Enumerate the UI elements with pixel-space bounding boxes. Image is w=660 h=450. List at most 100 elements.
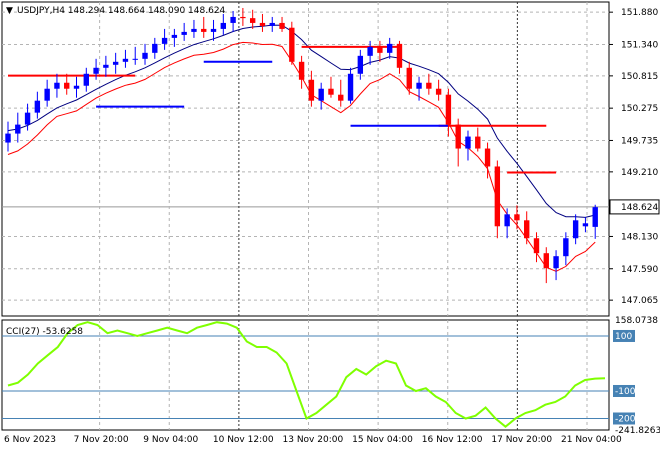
candle-body bbox=[122, 58, 129, 62]
price-axis: 151.880 151.340 150.815 150.275 149.735 149.2… bbox=[609, 8, 660, 306]
time-tick-label: 13 Nov 20:00 bbox=[283, 435, 344, 445]
candle-body bbox=[171, 34, 178, 38]
price-tick-label: 150.815 bbox=[621, 72, 658, 82]
candle-body bbox=[386, 43, 393, 53]
time-axis: 6 Nov 2023 7 Nov 20:00 9 Nov 04:00 10 Nov 1… bbox=[4, 435, 622, 445]
candle-body bbox=[553, 256, 559, 269]
candle-body bbox=[103, 64, 109, 68]
price-tick-label: 151.340 bbox=[621, 40, 658, 50]
candle-body bbox=[259, 22, 266, 26]
cci-level-badge bbox=[613, 412, 635, 425]
candle-body bbox=[347, 73, 354, 101]
time-tick-label: 16 Nov 12:00 bbox=[422, 435, 483, 445]
candle-body bbox=[308, 79, 315, 101]
candle-body bbox=[592, 207, 598, 227]
candle-body bbox=[465, 136, 471, 149]
time-tick-label: 15 Nov 04:00 bbox=[352, 435, 413, 445]
chart-title-arrow[interactable]: ▼ bbox=[6, 6, 13, 16]
price-tick-label: 149.735 bbox=[621, 136, 658, 146]
candle-body bbox=[475, 136, 481, 149]
price-panel[interactable] bbox=[1, 1, 610, 317]
cci-tick-label: 158.0738 bbox=[615, 316, 658, 326]
candle-body bbox=[582, 223, 589, 227]
candle-body bbox=[132, 58, 138, 60]
candle-body bbox=[181, 31, 187, 35]
current-price-box bbox=[609, 199, 660, 215]
time-tick-label: 7 Nov 20:00 bbox=[74, 435, 129, 445]
cci-panel[interactable] bbox=[1, 319, 610, 431]
candle-body bbox=[54, 82, 60, 89]
candle-body bbox=[445, 94, 452, 125]
candle-body bbox=[34, 100, 41, 113]
candle-body bbox=[533, 238, 540, 254]
candle-body bbox=[543, 253, 549, 269]
candle-body bbox=[524, 220, 530, 239]
indicator-label: CCI(27) -53.6258 bbox=[6, 327, 83, 337]
candle-body bbox=[484, 148, 491, 167]
cci-tick-label: -100 bbox=[615, 387, 636, 397]
price-tick-label: 151.880 bbox=[621, 8, 658, 18]
candle-body bbox=[112, 61, 119, 65]
candle-body bbox=[328, 88, 334, 95]
candle-body bbox=[93, 67, 99, 74]
candle-body bbox=[289, 27, 295, 62]
candle-body bbox=[210, 28, 217, 32]
candle-body bbox=[73, 85, 80, 89]
cci-line bbox=[7, 321, 606, 428]
candle-body bbox=[455, 124, 461, 149]
candle-body bbox=[249, 18, 256, 23]
candle-body bbox=[15, 124, 21, 134]
candle-body bbox=[416, 82, 422, 89]
chart-title: USDJPY,H4 148.294 148.664 148.090 148.62… bbox=[17, 6, 226, 16]
candle-body bbox=[191, 28, 197, 32]
price-tick-label: 149.210 bbox=[621, 168, 658, 178]
time-tick-label: 9 Nov 04:00 bbox=[143, 435, 198, 445]
candle-body bbox=[83, 73, 89, 86]
price-tick-label: 148.624 bbox=[621, 203, 658, 213]
candle-body bbox=[494, 166, 501, 227]
time-tick-label: 6 Nov 2023 bbox=[4, 435, 56, 445]
candle-body bbox=[396, 43, 403, 68]
candle-body bbox=[230, 16, 236, 23]
candle-body bbox=[44, 88, 50, 101]
candle-body bbox=[563, 238, 569, 257]
candle-body bbox=[64, 82, 70, 89]
candle-body bbox=[269, 22, 275, 26]
candle-body bbox=[426, 82, 432, 89]
candle-body bbox=[298, 61, 305, 80]
candle-body bbox=[435, 88, 442, 95]
candle-body bbox=[161, 37, 168, 44]
candle-body bbox=[220, 22, 227, 29]
cci-level-badge bbox=[613, 384, 635, 397]
candle-body bbox=[279, 22, 285, 29]
price-tick-label: 147.590 bbox=[621, 265, 658, 275]
cci-axis: 158.0738 100 -100 -200 -241.8263 bbox=[613, 316, 660, 436]
candle-body bbox=[201, 28, 207, 32]
candle-body bbox=[338, 94, 344, 101]
cci-tick-label: -200 bbox=[615, 414, 636, 424]
cci-series bbox=[7, 321, 606, 428]
candlestick-series bbox=[5, 7, 598, 284]
candle-body bbox=[240, 16, 246, 19]
candle-body bbox=[504, 214, 510, 227]
time-tick-label: 17 Nov 20:00 bbox=[491, 435, 552, 445]
candle-body bbox=[572, 220, 579, 239]
candle-body bbox=[406, 67, 412, 89]
cci-tick-label: -241.8263 bbox=[615, 426, 660, 436]
candle-body bbox=[514, 214, 520, 221]
candle-body bbox=[142, 52, 148, 59]
slow-ma-line bbox=[7, 24, 596, 218]
time-tick-label: 21 Nov 04:00 bbox=[561, 435, 622, 445]
price-tick-label: 148.130 bbox=[621, 232, 658, 242]
candle-body bbox=[318, 88, 324, 101]
price-tick-label: 150.275 bbox=[621, 104, 658, 114]
cci-level-badge bbox=[613, 329, 635, 342]
time-tick-label: 10 Nov 12:00 bbox=[213, 435, 274, 445]
candle-body bbox=[24, 112, 31, 125]
cci-tick-label: 100 bbox=[615, 332, 632, 342]
cci-level-lines bbox=[2, 335, 609, 419]
candle-body bbox=[5, 133, 11, 143]
candle-body bbox=[357, 55, 364, 74]
price-tick-label: 147.065 bbox=[621, 296, 658, 306]
